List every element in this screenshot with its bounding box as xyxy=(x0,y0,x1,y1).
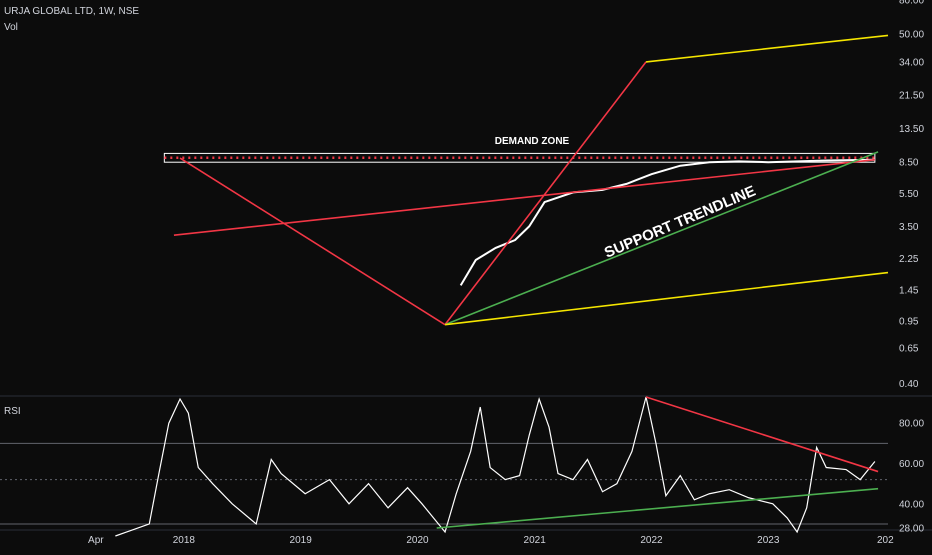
grid-layer xyxy=(0,395,932,531)
rsi-tick-label: 28.00 xyxy=(899,524,924,535)
rsi-label: RSI xyxy=(4,406,21,417)
time-tick-label: 202 xyxy=(877,535,894,546)
price-tick-label: 0.40 xyxy=(899,379,919,390)
volume-label: Vol xyxy=(4,22,18,33)
price-tick-label: 3.50 xyxy=(899,222,919,233)
price-tick-label: 5.50 xyxy=(899,189,919,200)
rsi-layer xyxy=(0,396,888,537)
price-tick-label: 0.95 xyxy=(899,316,919,327)
time-tick-label: Apr xyxy=(88,535,104,546)
trendline-green-support xyxy=(444,151,879,326)
rsi-line xyxy=(115,396,876,537)
time-tick-label: 2021 xyxy=(524,535,547,546)
price-tick-label: 8.50 xyxy=(899,158,919,169)
rsi-tick-label: 40.00 xyxy=(899,499,924,510)
trendline-layer xyxy=(173,34,889,326)
trendline-red-rising xyxy=(173,158,875,236)
annotation-layer: DEMAND ZONE SUPPORT TRENDLINE xyxy=(495,136,758,262)
rsi-tick-label: 60.00 xyxy=(899,459,924,470)
trendline-yellow-bottom xyxy=(444,271,889,326)
price-tick-label: 80.00 xyxy=(899,0,924,7)
trendline-yellow-top xyxy=(645,34,889,63)
rsi-support-line xyxy=(436,487,879,529)
price-tick-label: 13.50 xyxy=(899,124,924,135)
axes-layer: 80.00 50.00 34.00 21.50 13.50 8.50 5.50 3.50 2.2… xyxy=(88,0,924,546)
price-tick-label: 34.00 xyxy=(899,57,924,68)
rsi-tick-label: 80.00 xyxy=(899,419,924,430)
time-tick-label: 2022 xyxy=(640,535,663,546)
price-tick-label: 2.25 xyxy=(899,254,919,265)
time-tick-label: 2018 xyxy=(173,535,196,546)
support-trendline-label: SUPPORT TRENDLINE xyxy=(602,183,758,262)
time-tick-label: 2023 xyxy=(757,535,780,546)
price-tick-label: 1.45 xyxy=(899,286,919,297)
demand-zone-label: DEMAND ZONE xyxy=(495,136,570,147)
price-tick-label: 0.65 xyxy=(899,344,919,355)
trendline-red-up xyxy=(444,61,647,326)
rsi-resistance-line xyxy=(645,396,879,473)
time-tick-label: 2019 xyxy=(290,535,313,546)
price-tick-label: 50.00 xyxy=(899,30,924,41)
demand-zone-layer xyxy=(163,152,876,163)
symbol-title: URJA GLOBAL LTD, 1W, NSE xyxy=(4,6,140,17)
time-tick-label: 2020 xyxy=(406,535,429,546)
trendline-red-down xyxy=(179,157,446,326)
price-tick-label: 21.50 xyxy=(899,91,924,102)
